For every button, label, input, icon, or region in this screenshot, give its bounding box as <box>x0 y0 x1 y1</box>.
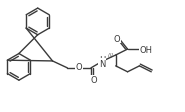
Text: ///: /// <box>108 52 113 57</box>
Text: N: N <box>99 59 105 68</box>
Text: O: O <box>91 75 97 84</box>
Text: O: O <box>113 34 120 43</box>
Text: H: H <box>99 55 105 64</box>
Text: OH: OH <box>140 45 153 54</box>
Text: O: O <box>76 62 83 71</box>
